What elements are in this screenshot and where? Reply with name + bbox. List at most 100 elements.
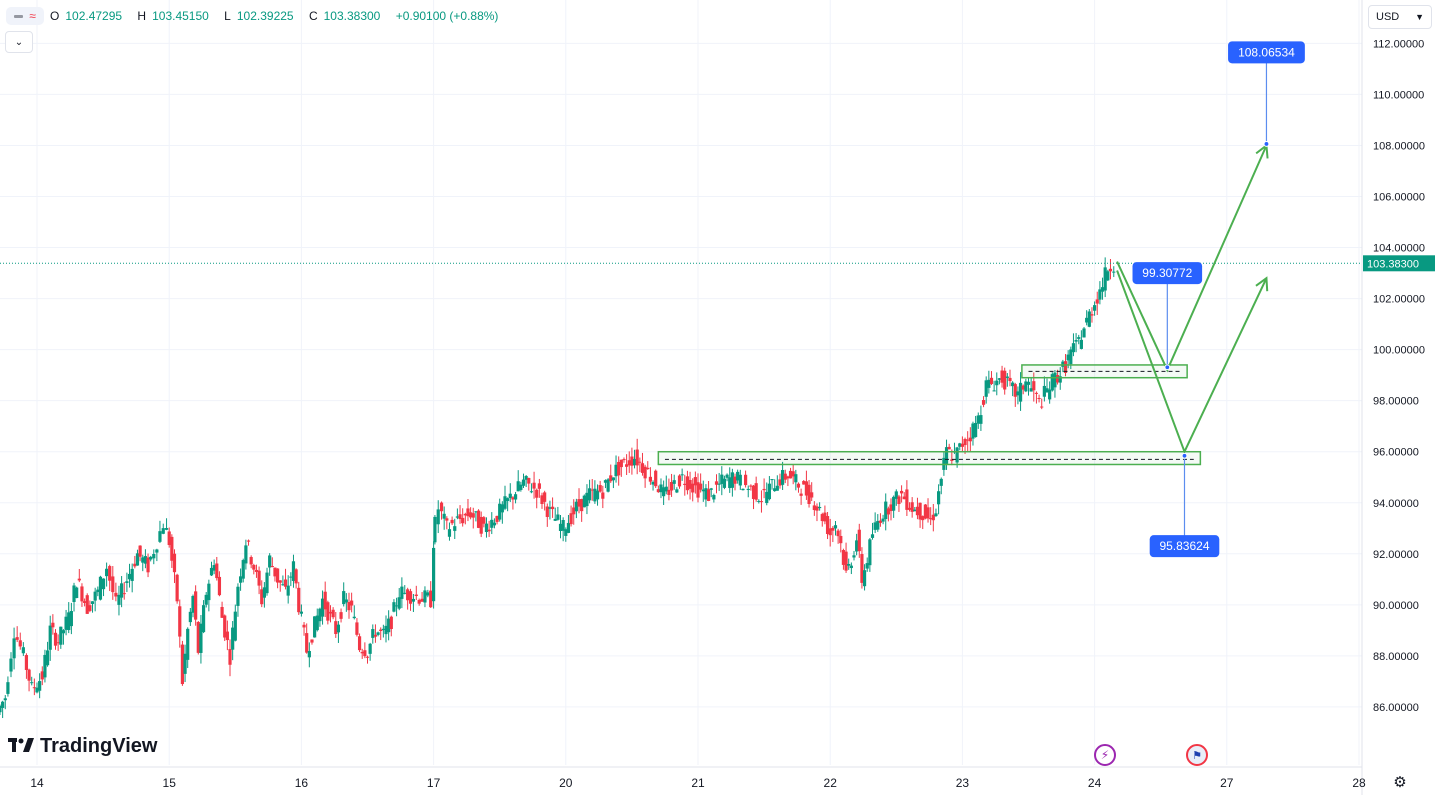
candle-down[interactable]: [406, 589, 410, 601]
candle-up[interactable]: [286, 585, 290, 596]
candle-down[interactable]: [252, 564, 256, 570]
candle-up[interactable]: [1077, 337, 1081, 339]
candle-down[interactable]: [246, 540, 251, 542]
candle-up[interactable]: [976, 415, 980, 424]
candle-down[interactable]: [302, 624, 306, 628]
candle-down[interactable]: [667, 489, 671, 495]
candle-down[interactable]: [759, 501, 764, 503]
candle-up[interactable]: [558, 523, 563, 531]
candle-down[interactable]: [569, 513, 573, 525]
candle-up[interactable]: [1042, 385, 1046, 397]
candle-up[interactable]: [741, 488, 745, 491]
candle-down[interactable]: [172, 553, 177, 573]
candle-down[interactable]: [196, 622, 200, 653]
candle-up[interactable]: [736, 471, 740, 481]
candle-down[interactable]: [108, 566, 112, 581]
candle-up[interactable]: [720, 474, 724, 484]
candle-up[interactable]: [127, 573, 132, 580]
candle-down[interactable]: [414, 594, 418, 596]
candle-up[interactable]: [675, 489, 679, 493]
candle-down[interactable]: [365, 656, 370, 658]
candle-up[interactable]: [503, 496, 507, 509]
candle-up[interactable]: [1053, 372, 1057, 388]
candle-down[interactable]: [1008, 377, 1012, 382]
candle-up[interactable]: [59, 626, 63, 645]
candle-down[interactable]: [577, 499, 581, 507]
candle-up[interactable]: [1005, 376, 1009, 378]
candle-down[interactable]: [693, 477, 697, 486]
candle-up[interactable]: [400, 586, 404, 599]
candle-down[interactable]: [926, 507, 930, 519]
candle-up[interactable]: [773, 488, 777, 492]
candle-up[interactable]: [881, 518, 885, 522]
candle-down[interactable]: [323, 591, 327, 610]
candle-down[interactable]: [294, 569, 298, 584]
candle-up[interactable]: [722, 478, 727, 488]
candle-down[interactable]: [535, 489, 539, 498]
candle-down[interactable]: [902, 496, 906, 500]
candle-up[interactable]: [30, 682, 34, 684]
candle-up[interactable]: [1087, 311, 1091, 327]
candle-down[interactable]: [691, 483, 695, 493]
candle-down[interactable]: [495, 515, 499, 522]
candle-down[interactable]: [921, 516, 925, 521]
candle-up[interactable]: [125, 581, 129, 583]
candle-down[interactable]: [429, 590, 433, 608]
candle-up[interactable]: [818, 506, 822, 509]
candle-down[interactable]: [27, 669, 31, 681]
candle-up[interactable]: [974, 422, 978, 438]
candle-down[interactable]: [355, 622, 359, 635]
candle-up[interactable]: [587, 488, 592, 501]
candle-up[interactable]: [64, 616, 68, 630]
candle-down[interactable]: [360, 651, 364, 654]
candle-up[interactable]: [484, 523, 489, 533]
candle-down[interactable]: [482, 517, 486, 524]
candle-down[interactable]: [804, 481, 809, 496]
candle-up[interactable]: [236, 586, 240, 606]
candle-down[interactable]: [278, 580, 282, 583]
candle-down[interactable]: [439, 502, 444, 512]
candle-down[interactable]: [1003, 370, 1007, 390]
support-zone-box[interactable]: [1021, 364, 1188, 379]
candle-up[interactable]: [717, 483, 721, 485]
candle-up[interactable]: [614, 464, 618, 477]
candle-up[interactable]: [868, 539, 872, 566]
candle-up[interactable]: [423, 590, 427, 603]
candle-up[interactable]: [1082, 328, 1086, 338]
candle-up[interactable]: [913, 509, 917, 512]
price-label-box[interactable]: [1149, 535, 1220, 558]
candle-down[interactable]: [812, 505, 816, 511]
price-label-box[interactable]: [1228, 41, 1305, 64]
candle-down[interactable]: [590, 489, 594, 491]
candle-up[interactable]: [265, 572, 269, 594]
candle-up[interactable]: [659, 484, 663, 493]
candle-down[interactable]: [656, 489, 660, 493]
candle-up[interactable]: [852, 555, 856, 558]
candle-down[interactable]: [373, 634, 378, 637]
candle-down[interactable]: [53, 632, 58, 646]
candle-down[interactable]: [825, 516, 830, 535]
candle-down[interactable]: [1034, 392, 1039, 394]
candle-down[interactable]: [646, 467, 650, 470]
candle-down[interactable]: [762, 488, 766, 491]
candle-up[interactable]: [90, 601, 95, 604]
candle-up[interactable]: [453, 526, 457, 531]
candle-up[interactable]: [516, 481, 520, 492]
candle-down[interactable]: [733, 476, 737, 484]
candle-down[interactable]: [918, 502, 922, 520]
candle-down[interactable]: [706, 489, 711, 501]
candle-down[interactable]: [331, 609, 335, 618]
candle-up[interactable]: [120, 583, 124, 598]
candle-down[interactable]: [170, 536, 174, 561]
candle-up[interactable]: [1112, 271, 1116, 273]
candle-down[interactable]: [450, 519, 454, 524]
candle-up[interactable]: [281, 584, 285, 586]
projection-path[interactable]: [1116, 270, 1268, 455]
candle-down[interactable]: [839, 535, 843, 544]
candle-up[interactable]: [442, 513, 446, 519]
candle-up[interactable]: [1074, 340, 1078, 342]
candle-up[interactable]: [342, 591, 346, 605]
candle-up[interactable]: [937, 491, 941, 505]
candle-down[interactable]: [807, 484, 811, 504]
event-us-flag-icon[interactable]: ⚑: [1186, 744, 1208, 766]
